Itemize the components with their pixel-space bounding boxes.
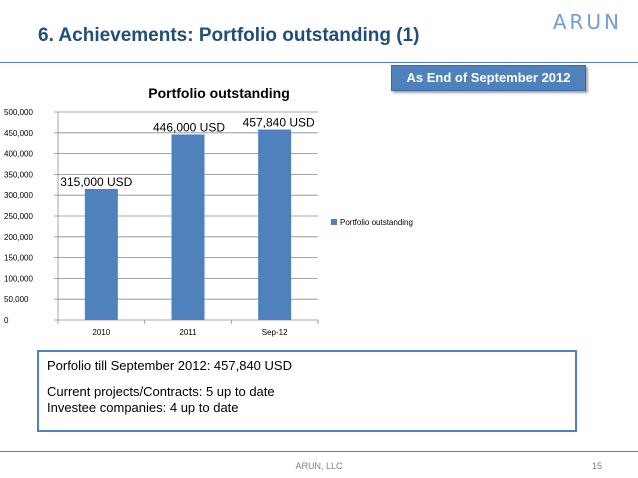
page-number: 15 xyxy=(591,461,602,471)
footer-company: ARUN, LLC xyxy=(295,461,343,471)
date-badge: As End of September 2012 xyxy=(391,65,586,91)
y-tick-label: 50,000 xyxy=(4,295,29,304)
arun-logo: ARUN xyxy=(552,10,622,34)
y-tick-label: 350,000 xyxy=(4,170,33,179)
summary-box: Porfolio till September 2012: 457,840 US… xyxy=(37,350,577,432)
x-tick-label: 2011 xyxy=(179,328,197,337)
portfolio-bar-chart: Portfolio outstanding 0 50,000 100,000 150,… xyxy=(4,85,413,337)
investees-summary-line: Investee companies: 4 up to date xyxy=(47,400,239,415)
y-tick-label: 250,000 xyxy=(4,212,33,221)
projects-summary-line: Current projects/Contracts: 5 up to date xyxy=(47,384,275,399)
y-tick-label: 500,000 xyxy=(4,108,33,117)
data-label: 457,840 USD xyxy=(243,116,315,130)
data-label: 315,000 USD xyxy=(60,175,132,189)
chart-title: Portfolio outstanding xyxy=(148,85,290,101)
bar-2010 xyxy=(84,188,118,320)
x-tick-label: 2010 xyxy=(92,328,110,337)
legend-label: Portfolio outstanding xyxy=(340,218,413,227)
portfolio-summary-line: Porfolio till September 2012: 457,840 US… xyxy=(47,358,292,373)
y-tick-label: 400,000 xyxy=(4,150,33,159)
y-tick-label: 300,000 xyxy=(4,191,33,200)
y-tick-label: 0 xyxy=(4,316,9,325)
y-tick-label: 100,000 xyxy=(4,274,33,283)
footer-divider xyxy=(0,451,638,452)
data-label: 446,000 USD xyxy=(153,120,225,134)
y-tick-label: 150,000 xyxy=(4,254,33,263)
bar-sep-12 xyxy=(258,129,292,320)
header-divider xyxy=(0,62,638,63)
slide-title: 6. Achievements: Portfolio outstanding (… xyxy=(38,25,420,46)
bar-2011 xyxy=(171,134,205,320)
summary-spacer xyxy=(47,374,567,384)
legend-swatch xyxy=(331,219,337,225)
x-tick-label: Sep-12 xyxy=(262,328,288,337)
y-tick-label: 450,000 xyxy=(4,129,33,138)
y-tick-label: 200,000 xyxy=(4,233,33,242)
